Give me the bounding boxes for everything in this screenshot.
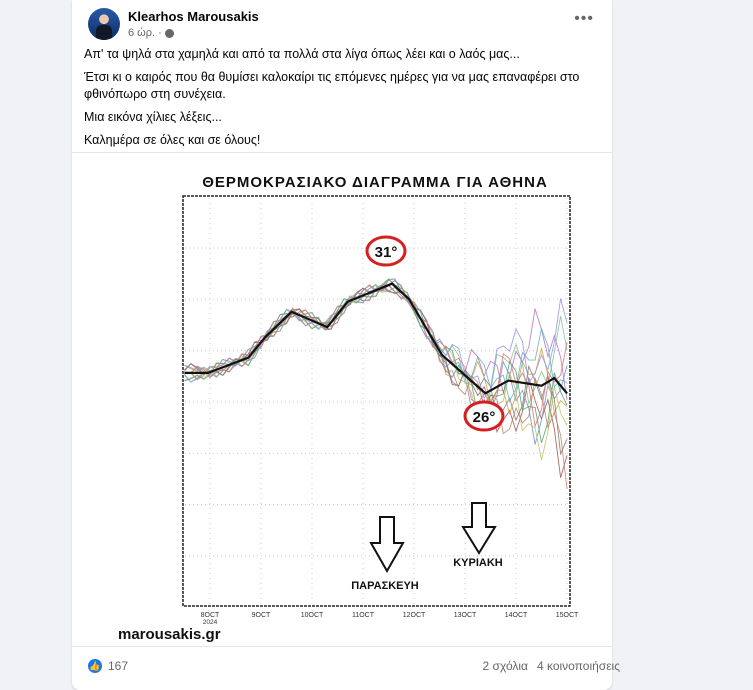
annotation-circle <box>365 235 407 267</box>
x-tick-label: 15OCT <box>556 612 579 619</box>
x-axis-ticks: 8OCT 9OCT 10OCT 11OCT 12OCT 13OCT 14OCT 15OCT <box>201 612 579 619</box>
plot-frame <box>182 195 571 607</box>
ensemble-member-line <box>184 278 568 400</box>
x-tick-label: 14OCT <box>505 612 528 619</box>
ensemble-member-line <box>184 285 568 400</box>
ensemble-member-line <box>184 283 568 403</box>
x-tick-label: 9OCT <box>252 612 271 619</box>
arrow-label-sunday: ΚΥΡΙΑΚΗ <box>453 557 503 569</box>
annotation-circle <box>463 400 505 432</box>
arrow-down-icon <box>461 502 497 555</box>
like-icon[interactable]: 👍 <box>88 659 102 673</box>
post-image[interactable]: ΘΕΡΜΟΚΡΑΣΙΑΚΟ ΔΙΑΓΡΑΜΜΑ ΓΙΑ ΑΘΗΝΑ 8OCT 9O… <box>72 152 612 647</box>
annotation-26: 26° <box>463 400 505 432</box>
post-paragraph: Μια εικόνα χίλιες λέξεις... <box>84 110 222 124</box>
post-card: Klearhos Marousakis 6 ώρ. · ••• Απ' τα ψ… <box>72 0 620 690</box>
post-text: Απ' τα ψηλά στα χαμηλά και από τα πολλά … <box>84 46 594 155</box>
post-meta: 6 ώρ. · <box>128 27 174 39</box>
watermark: marousakis.gr <box>118 626 221 643</box>
like-count[interactable]: 167 <box>108 659 129 673</box>
annotation-label: 26° <box>473 409 496 426</box>
x-tick-label: 8OCT <box>201 612 220 619</box>
post-time[interactable]: 6 ώρ. <box>128 27 156 39</box>
annotation-label: 31° <box>375 244 398 261</box>
comments-count[interactable]: 2 σχόλια <box>482 659 528 673</box>
ensemble-member-line <box>184 278 568 443</box>
post-paragraph: Καλημέρα σε όλες και σε όλους! <box>84 133 261 147</box>
ensemble-member-line <box>184 284 568 489</box>
globe-icon <box>164 28 174 38</box>
temperature-chart: ΘΕΡΜΟΚΡΑΣΙΑΚΟ ΔΙΑΓΡΑΜΜΑ ΓΙΑ ΑΘΗΝΑ 8OCT 9O… <box>118 174 579 643</box>
arrow-down-icon <box>369 516 405 574</box>
avatar[interactable] <box>88 8 120 40</box>
ensemble-member-line <box>184 278 568 408</box>
ensemble-lines <box>184 278 568 489</box>
x-tick-year: 2024 <box>203 619 218 626</box>
x-tick-label: 11OCT <box>352 612 375 619</box>
annotation-31: 31° <box>365 235 407 267</box>
arrow-label-friday: ΠΑΡΑΣΚΕΥΗ <box>351 580 419 592</box>
separator: · <box>158 27 162 39</box>
author-name[interactable]: Klearhos Marousakis <box>128 9 259 24</box>
x-tick-label: 10OCT <box>301 612 324 619</box>
post-footer: 👍 167 2 σχόλια 4 κοινοποιήσεις <box>72 652 620 680</box>
chart-title: ΘΕΡΜΟΚΡΑΣΙΑΚΟ ΔΙΑΓΡΑΜΜΑ ΓΙΑ ΑΘΗΝΑ <box>202 174 548 191</box>
x-tick-label: 12OCT <box>403 612 426 619</box>
shares-count[interactable]: 4 κοινοποιήσεις <box>536 659 620 673</box>
post-paragraph: Απ' τα ψηλά στα χαμηλά και από τα πολλά … <box>84 47 520 61</box>
ensemble-member-line <box>184 285 568 478</box>
ensemble-member-line <box>184 278 568 461</box>
more-options-icon[interactable]: ••• <box>574 10 594 27</box>
ensemble-mean-line <box>184 282 568 395</box>
x-tick-label: 13OCT <box>454 612 477 619</box>
post-paragraph: Έτσι κι ο καιρός που θα θυμίσει καλοκαίρ… <box>84 70 580 101</box>
